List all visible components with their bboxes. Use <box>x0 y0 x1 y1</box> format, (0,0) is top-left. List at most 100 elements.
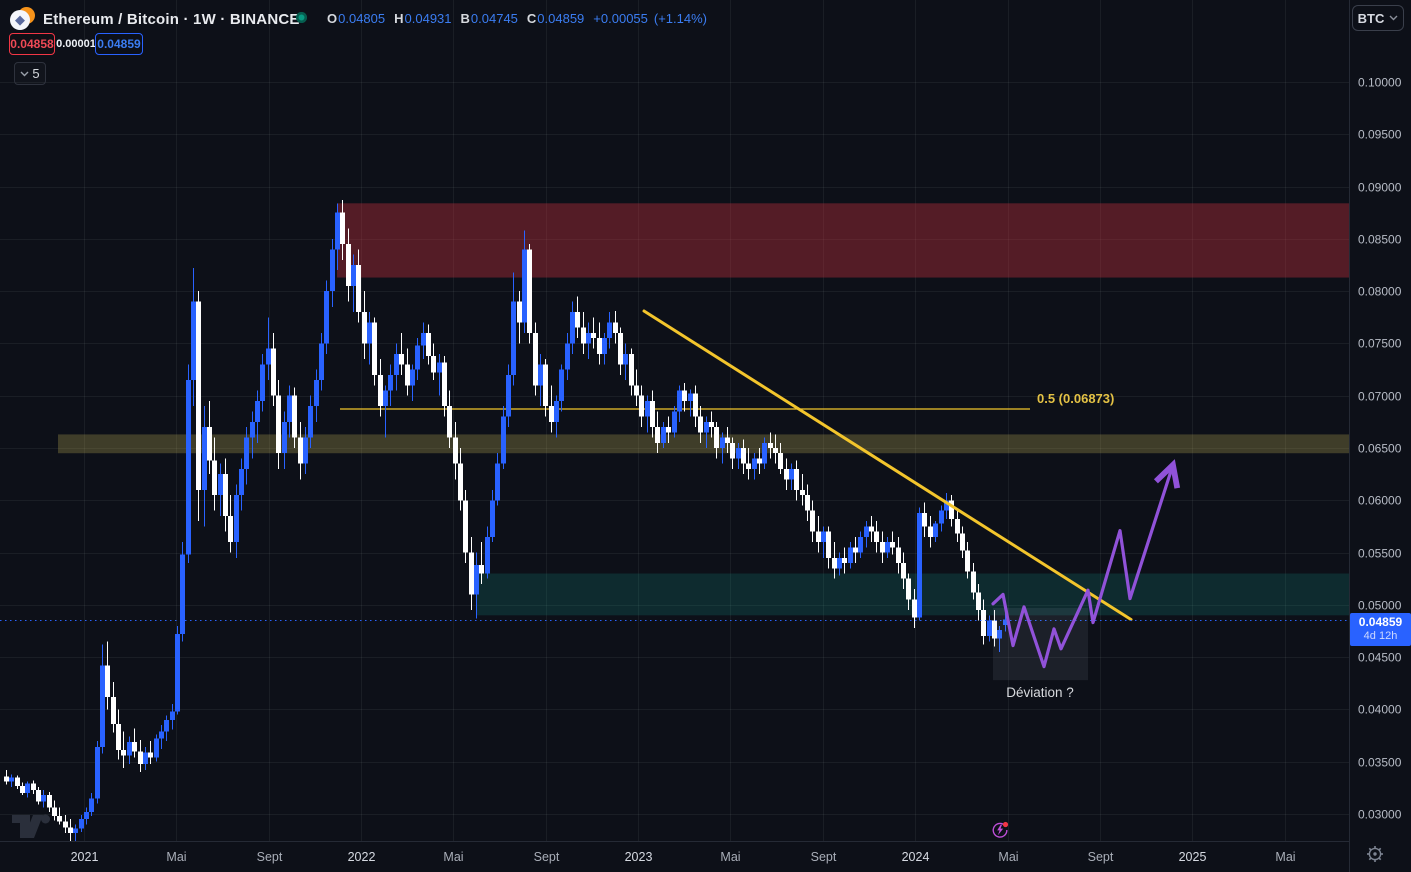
candle-down <box>714 427 719 448</box>
candle-up <box>864 526 869 537</box>
candle-up <box>421 332 426 346</box>
candle-up <box>490 500 495 537</box>
candle-down <box>709 421 714 428</box>
candle-down <box>794 468 799 490</box>
candle-up <box>9 777 14 782</box>
price-tick-label: 0.04500 <box>1358 651 1402 665</box>
candle-down <box>971 571 976 593</box>
candle-up <box>73 828 78 833</box>
candle-down <box>52 807 57 817</box>
candle-up <box>319 343 324 381</box>
candle-down <box>922 512 927 527</box>
price-tick-label: 0.09500 <box>1358 128 1402 142</box>
candle-down <box>121 750 126 756</box>
price-tick-label: 0.08500 <box>1358 233 1402 247</box>
ohlc-readout: O 0.04805 H 0.04931 B 0.04745 C 0.04859 +0.0… <box>327 11 707 26</box>
candle-down <box>912 599 917 618</box>
candle-up <box>559 369 564 401</box>
candle-down <box>4 776 9 782</box>
candle-down <box>575 312 580 328</box>
candle-up <box>335 212 340 250</box>
market-status-icon <box>296 12 307 23</box>
candle-up <box>522 249 527 323</box>
candle-down <box>597 338 602 354</box>
candle-down <box>442 362 447 407</box>
price-tick-label: 0.05000 <box>1358 599 1402 613</box>
candle-up <box>623 353 628 365</box>
candle-up <box>159 731 164 739</box>
candle-up <box>388 374 393 391</box>
candle-down <box>116 724 121 751</box>
candle-down <box>543 364 548 407</box>
candle-down <box>805 495 810 511</box>
candle-down <box>346 244 351 286</box>
candle-down <box>960 533 965 551</box>
candle-down <box>405 364 410 386</box>
candle-down <box>730 442 735 459</box>
price-tick-label: 0.06500 <box>1358 442 1402 456</box>
price-tick-label: 0.07500 <box>1358 337 1402 351</box>
candle-up <box>351 265 356 286</box>
candle-down <box>517 301 522 323</box>
candle-up <box>100 665 105 748</box>
candle-up <box>506 374 511 417</box>
candle-down <box>453 437 458 464</box>
bars-count-dropdown[interactable]: 5 <box>14 62 46 85</box>
candle-down <box>431 355 436 373</box>
candle-up <box>303 437 308 464</box>
buy-button[interactable]: 0.04859 <box>95 33 143 55</box>
candle-down <box>111 696 116 725</box>
candle-up <box>789 468 794 480</box>
candle-up <box>885 542 890 553</box>
symbol-title[interactable]: Ethereum / Bitcoin · 1W · BINANCE <box>43 10 300 28</box>
candle-down <box>447 406 452 438</box>
candle-up <box>367 322 372 344</box>
candle-up <box>330 249 335 292</box>
last-price-value: 0.04859 <box>1358 615 1403 630</box>
candle-up <box>266 348 271 365</box>
time-axis-label: 2021 <box>71 850 99 864</box>
candle-down <box>746 463 751 469</box>
candle-up <box>602 338 607 354</box>
candle-down <box>207 427 212 461</box>
candle-up <box>661 427 666 443</box>
candle-up <box>538 364 543 386</box>
candle-down <box>228 515 233 543</box>
bar-countdown: 4d 12h <box>1363 629 1398 642</box>
candle-up <box>987 620 992 637</box>
change-percent: (+1.14%) <box>653 11 708 26</box>
symbol-header[interactable]: ◆ Ethereum / Bitcoin · 1W · BINANCE <box>8 7 300 31</box>
projection-arrow[interactable] <box>991 459 1181 669</box>
price-tick-label: 0.10000 <box>1358 76 1402 90</box>
supply-zone-red[interactable] <box>337 203 1349 278</box>
candle-down <box>613 322 618 333</box>
candle-up <box>186 380 191 555</box>
time-axis-label: Sept <box>811 850 837 864</box>
price-tick-label: 0.04000 <box>1358 703 1402 717</box>
currency-unit-button[interactable]: BTC <box>1352 5 1404 31</box>
candle-down <box>650 400 655 428</box>
candle-up <box>239 468 244 496</box>
candle-down <box>362 312 367 344</box>
event-lightning-icon[interactable] <box>990 820 1010 840</box>
candle-down <box>826 531 831 558</box>
candle-up <box>1003 619 1008 626</box>
candle-down <box>479 565 484 574</box>
candle-up <box>997 629 1002 639</box>
axis-settings-gear-icon[interactable] <box>1366 845 1384 863</box>
candle-down <box>666 427 671 433</box>
deviation-annotation[interactable]: Déviation ? <box>1006 685 1074 700</box>
candle-down <box>976 592 981 611</box>
time-axis-label: 2024 <box>902 850 930 864</box>
candle-up <box>143 752 148 764</box>
sell-button[interactable]: 0.04858 <box>9 33 55 55</box>
candle-down <box>869 526 874 532</box>
candle-down <box>196 301 201 490</box>
alert-dot-icon <box>1002 821 1009 828</box>
last-price-axis-label[interactable]: 0.04859 4d 12h <box>1350 612 1411 646</box>
candle-up <box>89 798 94 812</box>
candle-down <box>949 500 954 520</box>
descending-trendline[interactable] <box>642 309 1133 621</box>
mid-zone-olive[interactable] <box>58 434 1349 454</box>
